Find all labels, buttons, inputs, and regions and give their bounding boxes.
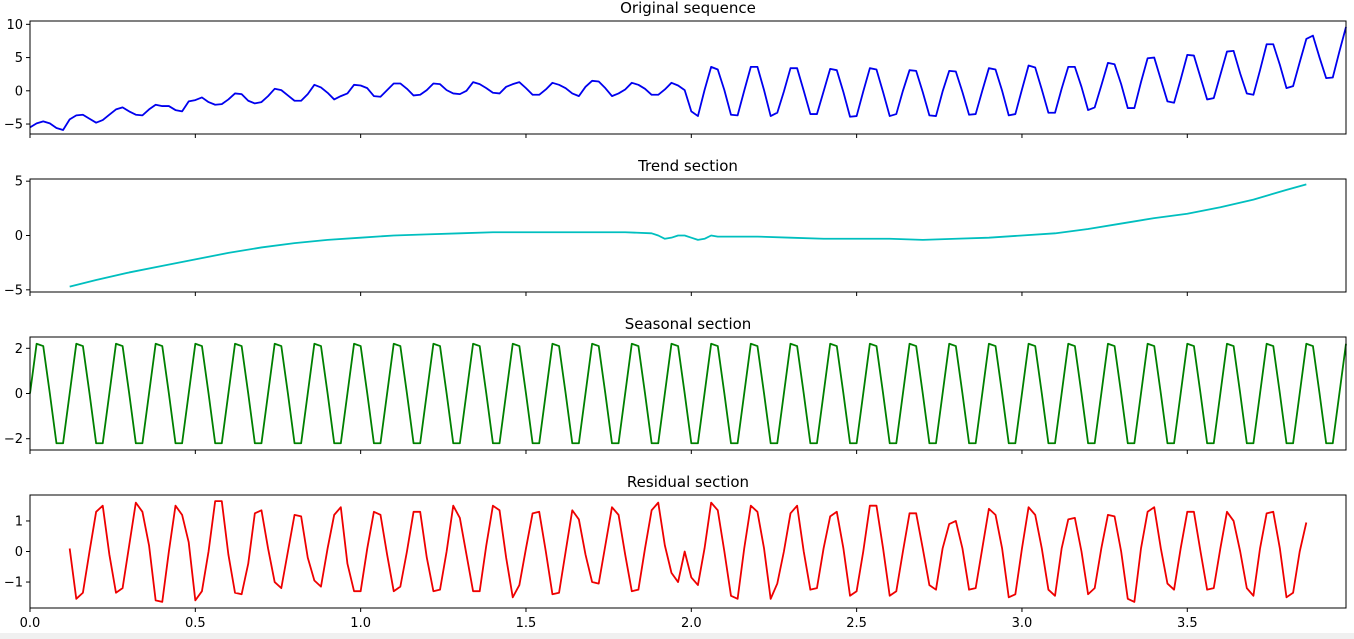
y-tick-label: 2 xyxy=(15,342,23,357)
axes-frame xyxy=(29,20,1347,135)
y-tick-label: −5 xyxy=(4,118,23,133)
y-tick-label: 0 xyxy=(15,84,23,99)
y-tick-label: 5 xyxy=(15,175,23,190)
y-tick-label: 0 xyxy=(15,545,23,560)
y-tick-label: 1 xyxy=(15,514,23,529)
chart-title: Trend section xyxy=(637,157,738,175)
x-tick-label: 3.5 xyxy=(1177,616,1198,631)
x-tick-label: 0.0 xyxy=(20,616,41,631)
y-tick-label: −1 xyxy=(4,576,23,591)
y-tick-label: −5 xyxy=(4,283,23,298)
panel-residual: Residual section −1 0 1 0.0 0.5 1.0 1.5 2.0 2.5 3.… xyxy=(4,473,1347,631)
series-line xyxy=(69,183,1307,288)
series-line xyxy=(29,26,1347,131)
chart-title: Residual section xyxy=(627,473,749,491)
series-line xyxy=(68,500,1308,603)
x-tick-label: 1.0 xyxy=(350,616,371,631)
y-tick-label: −2 xyxy=(4,432,23,447)
x-tick-label: 2.5 xyxy=(846,616,867,631)
y-tick-label: 5 xyxy=(15,51,23,66)
chart-title: Seasonal section xyxy=(625,315,752,333)
x-tick-label: 3.0 xyxy=(1012,616,1033,631)
chart-title: Original sequence xyxy=(620,0,756,17)
panel-seasonal: Seasonal section −2 0 2 xyxy=(4,315,1347,454)
y-tick-label: 0 xyxy=(15,387,23,402)
x-tick-label: 0.5 xyxy=(185,616,206,631)
x-tick-label: 1.5 xyxy=(516,616,537,631)
x-tick-label: 2.0 xyxy=(681,616,702,631)
axes-frame xyxy=(29,336,1347,451)
y-tick-label: 10 xyxy=(6,18,23,33)
series-line xyxy=(29,342,1347,445)
bottom-strip xyxy=(0,633,1354,639)
panel-trend: Trend section −5 0 5 xyxy=(4,157,1347,298)
axes-frame xyxy=(29,178,1347,293)
y-tick-label: 0 xyxy=(15,229,23,244)
panel-original: Original sequence −5 0 5 10 xyxy=(4,0,1347,138)
